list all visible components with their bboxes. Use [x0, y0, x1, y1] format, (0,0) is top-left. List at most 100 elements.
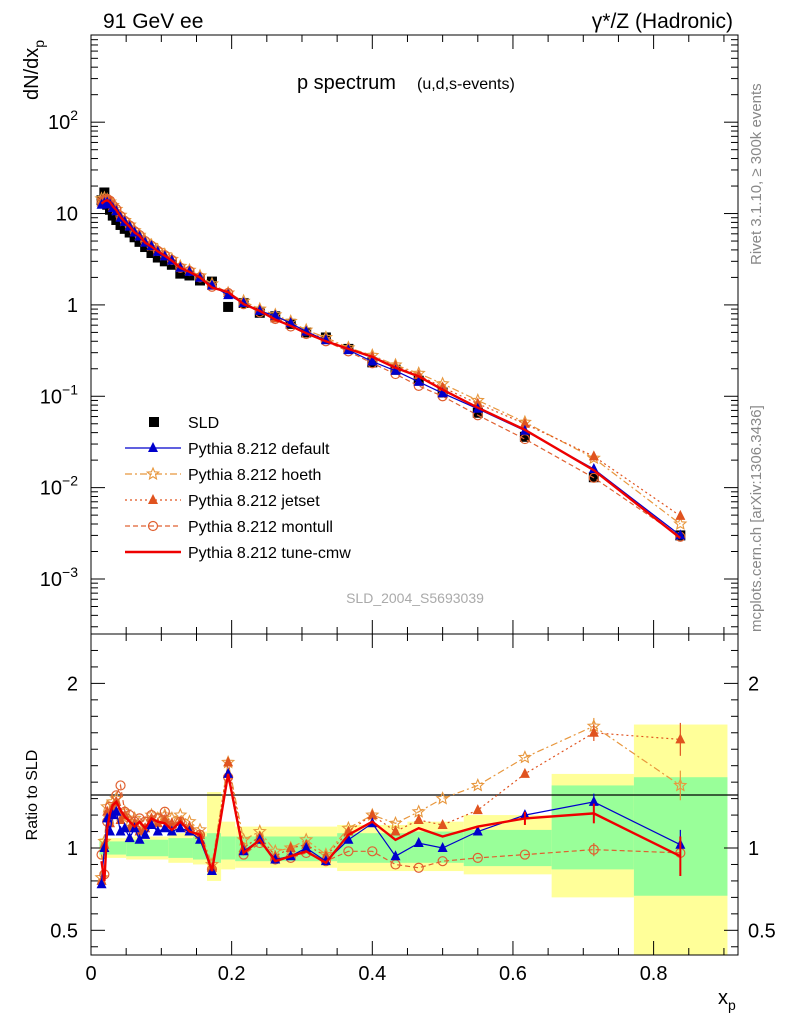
series-cmw [100, 198, 682, 540]
triangle-marker [223, 756, 234, 767]
legend-item-default: Pythia 8.212 default [125, 441, 330, 458]
series-line-default [101, 201, 681, 536]
series-line-cmw [100, 198, 682, 540]
legend-label: Pythia 8.212 hoeth [188, 467, 321, 484]
triangle-marker [223, 289, 234, 300]
y-tick-base: 10 [40, 569, 62, 591]
header-left-title: 91 GeV ee [103, 10, 203, 33]
circle-marker [588, 472, 599, 483]
legend-label: Pythia 8.212 default [188, 441, 330, 458]
watermark: SLD_2004_S5693039 [346, 590, 484, 606]
circle-marker [343, 846, 354, 857]
main-y-label-sub: p [31, 40, 47, 48]
triangle-marker [140, 828, 151, 839]
ratio-y-tick-label-right: 0.5 [748, 920, 776, 942]
y-tick-exponent: 2 [70, 107, 78, 123]
ratio-y-tick-label-left: 0.5 [50, 920, 78, 942]
y-tick-label: 10−1 [40, 381, 78, 408]
triangle-marker [146, 818, 157, 829]
triangle-marker [437, 387, 448, 398]
x-label-sub: p [728, 997, 736, 1013]
triangle-marker [152, 825, 163, 836]
y-tick-exponent: −1 [62, 381, 78, 397]
ratio-line-jetset [100, 732, 681, 881]
triangle-marker [285, 842, 296, 852]
triangle-marker [472, 825, 483, 836]
mcplots-label: mcplots.cern.ch [arXiv:1306.3436] [748, 405, 765, 632]
star-marker [145, 466, 161, 481]
legend-item-hoeth: Pythia 8.212 hoeth [125, 466, 321, 484]
triangle-marker [675, 509, 686, 520]
x-tick-label: 0.4 [358, 963, 386, 985]
x-tick-label: 0.8 [640, 963, 668, 985]
triangle-marker [390, 364, 401, 375]
x-tick-label: 0.2 [218, 963, 246, 985]
legend-item-jetset: Pythia 8.212 jetset [125, 493, 320, 510]
circle-marker [115, 780, 126, 791]
star-marker [517, 750, 532, 764]
circle-marker [367, 846, 378, 857]
legend-label: Pythia 8.212 jetset [188, 493, 320, 510]
star-marker [673, 777, 688, 792]
main-plot-panel: p spectrum (u,d,s-events) dN/dxp SLD_200… [21, 34, 739, 635]
triangle-marker [367, 809, 378, 820]
square-marker [519, 431, 530, 442]
main-plot-subtitle: (u,d,s-events) [417, 76, 515, 93]
inner-uncertainty-band [407, 831, 464, 863]
circle-marker [111, 790, 122, 801]
y-tick-label: 10−3 [40, 564, 78, 591]
inner-uncertainty-band [221, 836, 236, 860]
triangle-marker [437, 842, 448, 852]
triangle-marker [588, 795, 599, 806]
triangle-marker [390, 825, 401, 836]
main-y-axis-label: dN/dxp [21, 40, 47, 100]
ratio-y-tick-label-left: 1 [67, 838, 78, 860]
circle-marker [159, 806, 170, 817]
square-marker [159, 256, 170, 267]
triangle-marker [675, 733, 686, 744]
y-tick-label: 1 [67, 295, 78, 317]
triangle-marker [413, 375, 424, 386]
ratio-series-group [94, 717, 688, 889]
y-tick-exponent: −3 [62, 564, 78, 580]
triangle-marker [519, 417, 530, 428]
square-marker [175, 268, 186, 279]
triangle-marker [437, 818, 448, 829]
triangle-marker [175, 822, 186, 833]
inner-uncertainty-band [168, 838, 193, 858]
inner-uncertainty-band [126, 839, 169, 857]
svg-text:dN/dxp: dN/dxp [21, 40, 47, 100]
star-marker [586, 450, 601, 465]
triangle-marker [588, 726, 599, 737]
triangle-marker [343, 833, 354, 844]
triangle-marker [519, 767, 530, 778]
main-plot-title: p spectrum [297, 72, 396, 94]
square-marker [152, 252, 163, 263]
ratio-plot-panel: Ratio to SLD 2 2 1 1 0.5 0.5 0 0.2 0.4 0.6 0.8 xp [24, 633, 776, 1013]
triangle-marker [390, 850, 401, 861]
inner-uncertainty-band [463, 829, 552, 867]
main-axis-ticks [90, 34, 738, 634]
triangle-marker [588, 462, 599, 473]
triangle-marker [367, 355, 378, 366]
header-right-title: γ*/Z (Hadronic) [592, 10, 733, 33]
circle-marker [147, 520, 159, 532]
circle-marker [472, 852, 483, 863]
ratio-series-cmw [100, 773, 682, 882]
triangle-marker [124, 832, 135, 843]
circle-marker [124, 809, 135, 821]
legend-item-data: SLD [149, 415, 219, 432]
y-tick-base: 10 [40, 386, 62, 408]
triangle-marker [96, 878, 107, 889]
square-marker [134, 236, 145, 247]
main-y-label-text: dN/dx [21, 48, 43, 100]
circle-marker [413, 862, 424, 873]
x-axis-label: xp [718, 987, 736, 1013]
legend-item-montull: Pythia 8.212 montull [125, 519, 333, 536]
triangle-marker [413, 814, 424, 825]
y-tick-label: 102 [48, 107, 78, 134]
legend: SLD Pythia 8.212 default Pythia 8.212 hoet… [125, 415, 351, 562]
legend-label: Pythia 8.212 montull [188, 519, 333, 536]
y-tick-base: 10 [48, 112, 70, 134]
x-label-text: x [718, 987, 728, 1009]
